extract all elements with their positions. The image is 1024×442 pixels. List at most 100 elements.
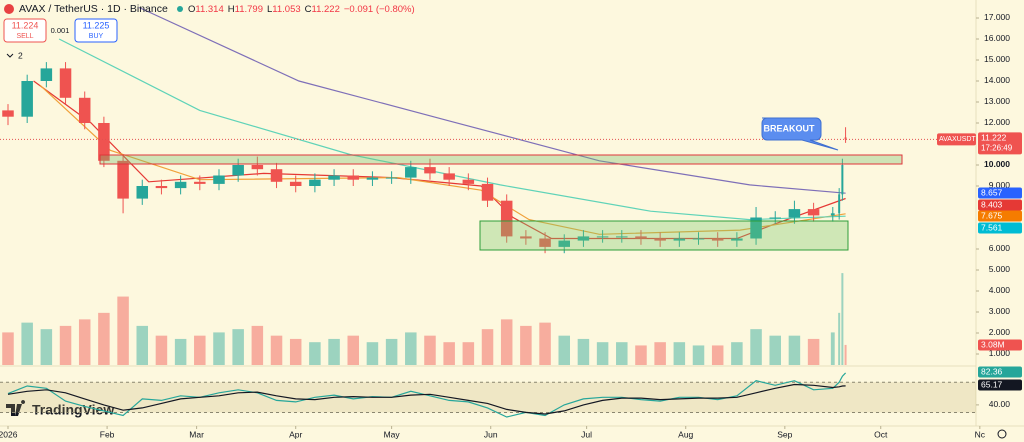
buy-label[interactable]: BUY bbox=[89, 33, 104, 40]
candle-body bbox=[424, 167, 436, 174]
candle bbox=[838, 188, 841, 220]
moving-average bbox=[33, 80, 846, 240]
candle-body bbox=[844, 137, 847, 140]
spread: 0.001 bbox=[51, 26, 70, 35]
y-tick-label: 14.000 bbox=[984, 75, 1010, 85]
y-tick-label: 16.000 bbox=[984, 33, 1010, 43]
candle-body bbox=[289, 181, 302, 186]
ma-badge: 8.657 bbox=[981, 187, 1003, 197]
buy-button[interactable] bbox=[74, 18, 118, 43]
volume-bar bbox=[539, 322, 551, 365]
x-tick-label: 2026 bbox=[0, 429, 18, 439]
candle-body bbox=[616, 236, 628, 238]
volume-bar bbox=[635, 345, 647, 365]
buy-price[interactable]: 11.225 bbox=[83, 20, 110, 30]
volume-bar bbox=[731, 342, 743, 365]
range-zone bbox=[479, 220, 849, 251]
candle-body bbox=[673, 238, 686, 241]
candle-body bbox=[232, 164, 244, 176]
candle-body bbox=[558, 240, 570, 247]
volume-bar bbox=[21, 322, 33, 365]
candle-body bbox=[59, 68, 72, 98]
ohlc-value: 11.314 bbox=[195, 4, 223, 15]
symbol-icon bbox=[4, 4, 14, 14]
candle bbox=[59, 62, 72, 105]
rsi-line bbox=[7, 383, 846, 415]
rsi-ma-badge: 65.17 bbox=[981, 379, 1003, 389]
callout-text: BREAKOUT bbox=[764, 123, 816, 133]
last-price-badge: 11.222 bbox=[981, 133, 1007, 143]
ohlc-letter: O bbox=[188, 4, 195, 15]
volume-bar bbox=[232, 329, 244, 365]
candle bbox=[347, 169, 360, 186]
candle bbox=[520, 230, 532, 245]
candle-body bbox=[194, 181, 206, 184]
volume-bar bbox=[673, 342, 686, 365]
collapse-icon[interactable] bbox=[6, 53, 14, 58]
volume-bar bbox=[328, 338, 340, 365]
x-tick-label: Nc bbox=[975, 429, 986, 439]
candle bbox=[841, 158, 844, 201]
x-tick-label: Jun bbox=[484, 429, 498, 439]
y-tick-label: 3.000 bbox=[989, 306, 1011, 316]
volume-bar bbox=[2, 332, 14, 365]
volume-bar bbox=[366, 342, 379, 365]
candle-body bbox=[577, 236, 590, 241]
ohlc-letter: L bbox=[267, 4, 272, 15]
brand-logo: TradingView bbox=[6, 400, 114, 418]
indicator-count[interactable]: 2 bbox=[18, 50, 23, 60]
candle bbox=[78, 91, 91, 130]
candle bbox=[750, 206, 762, 245]
candle bbox=[213, 169, 225, 191]
ma-badge-bg bbox=[978, 187, 1022, 199]
candle-body bbox=[366, 177, 379, 180]
ohlc-value: 11.799 bbox=[235, 4, 263, 15]
sell-label[interactable]: SELL bbox=[16, 33, 33, 40]
candle bbox=[731, 232, 743, 247]
volume-bar bbox=[347, 335, 360, 365]
symbol-badge-bg bbox=[937, 133, 976, 146]
candle bbox=[673, 232, 686, 247]
candle-body bbox=[731, 238, 743, 241]
candle-body bbox=[328, 175, 340, 180]
rsi-tick-label: 40.00 bbox=[989, 399, 1011, 409]
moving-average bbox=[138, 6, 846, 194]
x-tick-label: Jul bbox=[581, 429, 592, 439]
moving-average bbox=[58, 38, 846, 221]
volume-bar bbox=[500, 319, 513, 365]
candle-body bbox=[841, 164, 844, 195]
ohlc-value: 11.222 bbox=[312, 4, 340, 15]
volume-bar bbox=[117, 296, 129, 365]
candle bbox=[844, 127, 847, 143]
x-tick-label: Mar bbox=[189, 429, 204, 439]
volume-bar bbox=[385, 338, 398, 365]
x-tick-label: May bbox=[384, 429, 401, 439]
volume-bar bbox=[98, 312, 110, 365]
candle bbox=[366, 171, 379, 186]
candle-body bbox=[309, 179, 321, 186]
candle-body bbox=[711, 238, 724, 241]
candle-body bbox=[385, 177, 398, 179]
volume-bar bbox=[520, 325, 532, 365]
candle-body bbox=[213, 175, 225, 184]
candle bbox=[692, 232, 705, 245]
candle bbox=[98, 116, 110, 168]
volume-bar bbox=[750, 329, 762, 365]
x-tick-label: Sep bbox=[777, 429, 792, 439]
candle-body bbox=[750, 217, 762, 239]
y-tick-label: 12.000 bbox=[984, 117, 1010, 127]
ma-badge-bg bbox=[978, 199, 1022, 211]
candle-body bbox=[462, 179, 475, 184]
candle-body bbox=[21, 80, 33, 117]
candle-body bbox=[769, 217, 781, 219]
y-tick-label: 2.000 bbox=[989, 327, 1011, 337]
settings-icon[interactable] bbox=[997, 429, 1007, 439]
sell-button[interactable] bbox=[3, 18, 47, 43]
sell-price[interactable]: 11.224 bbox=[12, 20, 39, 30]
candle bbox=[616, 230, 628, 243]
volume-bar bbox=[654, 342, 666, 365]
volume-bar bbox=[596, 342, 609, 365]
volume-bar bbox=[807, 338, 820, 365]
candle bbox=[270, 162, 283, 189]
